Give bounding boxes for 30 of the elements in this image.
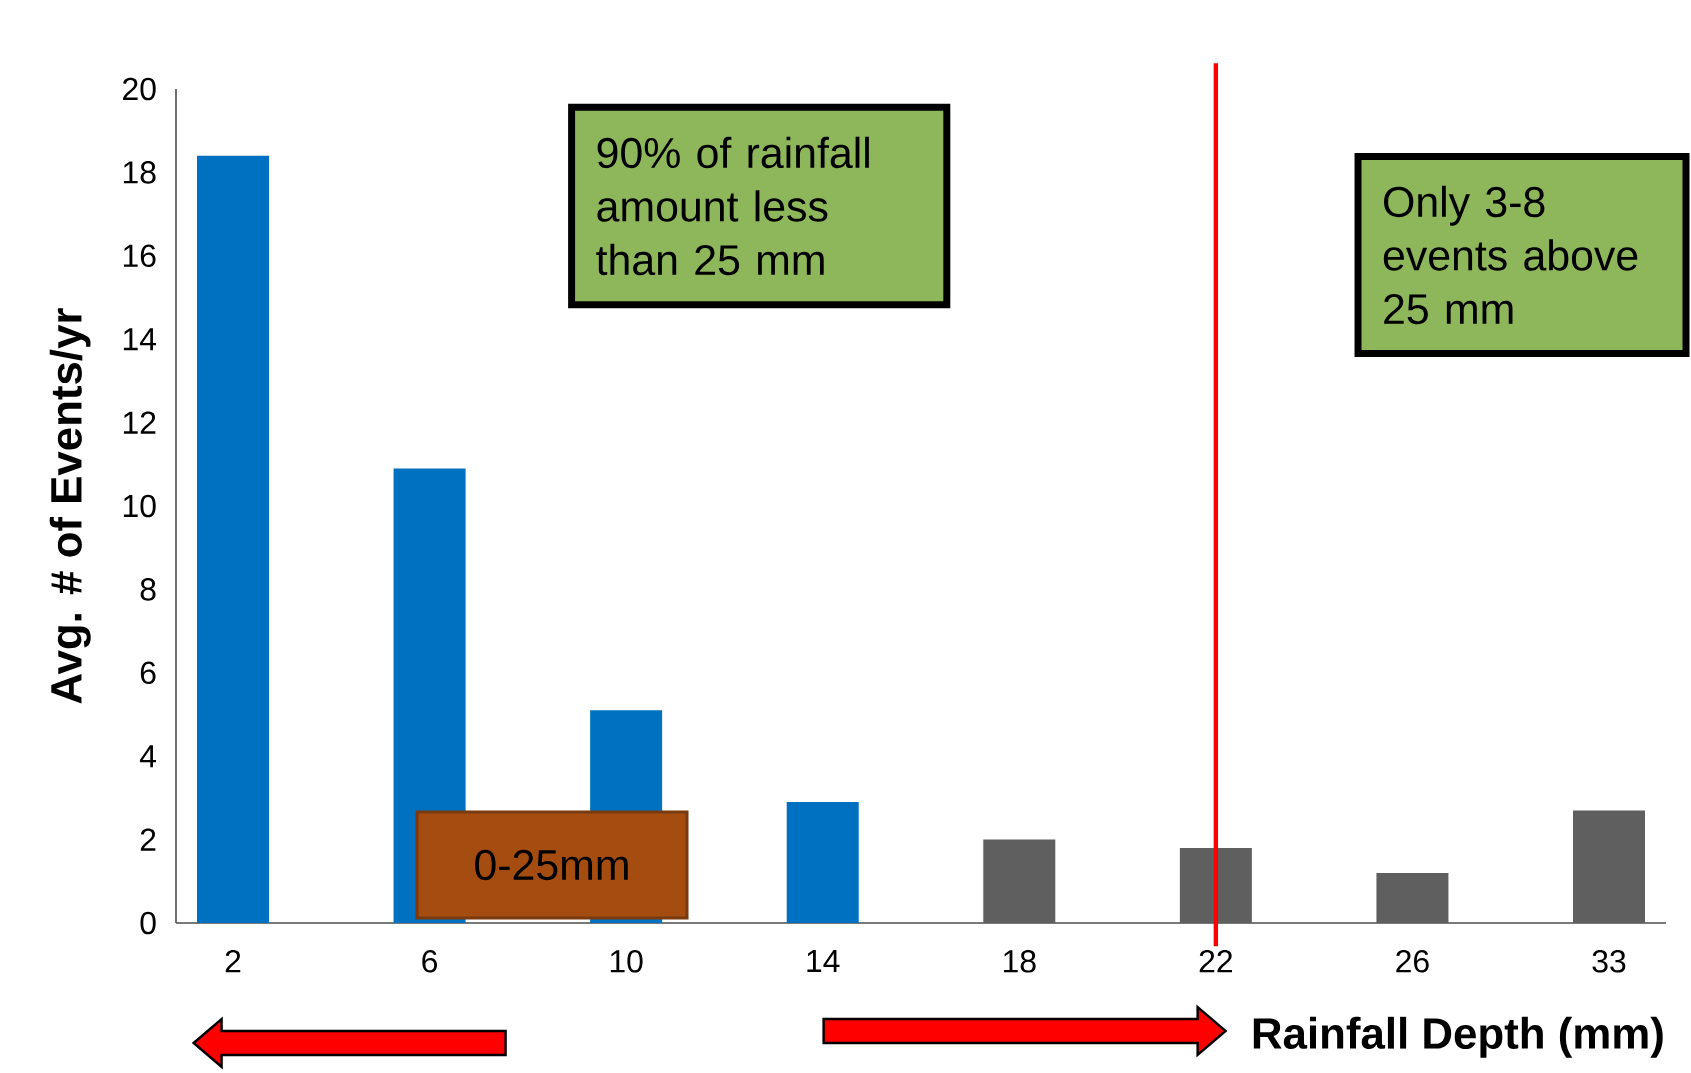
y-tick-label: 6 <box>140 661 156 685</box>
bar <box>1573 810 1645 923</box>
y-axis-title: Avg. # of Events/yr <box>49 308 91 704</box>
x-tick-label: 2 <box>225 950 241 973</box>
x-tick-label: 22 <box>1199 950 1232 973</box>
y-tick-label: 2 <box>140 828 156 851</box>
x-tick-label: 26 <box>1396 950 1429 973</box>
y-tick-label: 10 <box>123 494 156 518</box>
annotation: 0-25mm <box>475 849 628 881</box>
y-tick-label: 4 <box>139 745 157 768</box>
bar <box>983 839 1056 923</box>
bar <box>1376 872 1449 923</box>
bar <box>786 802 859 923</box>
x-tick-label: 14 <box>807 950 840 972</box>
annotation: 90% of rainfall amount less than 25 mm <box>596 136 869 276</box>
y-tick-label: 12 <box>123 411 156 434</box>
x-tick-label: 18 <box>1003 950 1036 973</box>
y-tick-label: 0 <box>140 911 156 935</box>
bar <box>1179 847 1252 923</box>
y-tick-label: 14 <box>123 328 156 351</box>
x-tick-label: 33 <box>1592 950 1626 973</box>
x-tick-label: 6 <box>422 950 438 973</box>
y-tick-label: 8 <box>140 578 156 601</box>
x-tick-label: 10 <box>610 950 643 973</box>
bar <box>197 155 270 923</box>
x-axis-title: Rainfall Depth (mm) <box>1253 1016 1663 1058</box>
annotation: Only 3-8 events above 25 mm <box>1383 185 1638 325</box>
y-tick-label: 16 <box>123 244 156 268</box>
y-tick-label: 20 <box>123 77 156 101</box>
y-tick-label: 18 <box>123 161 156 184</box>
